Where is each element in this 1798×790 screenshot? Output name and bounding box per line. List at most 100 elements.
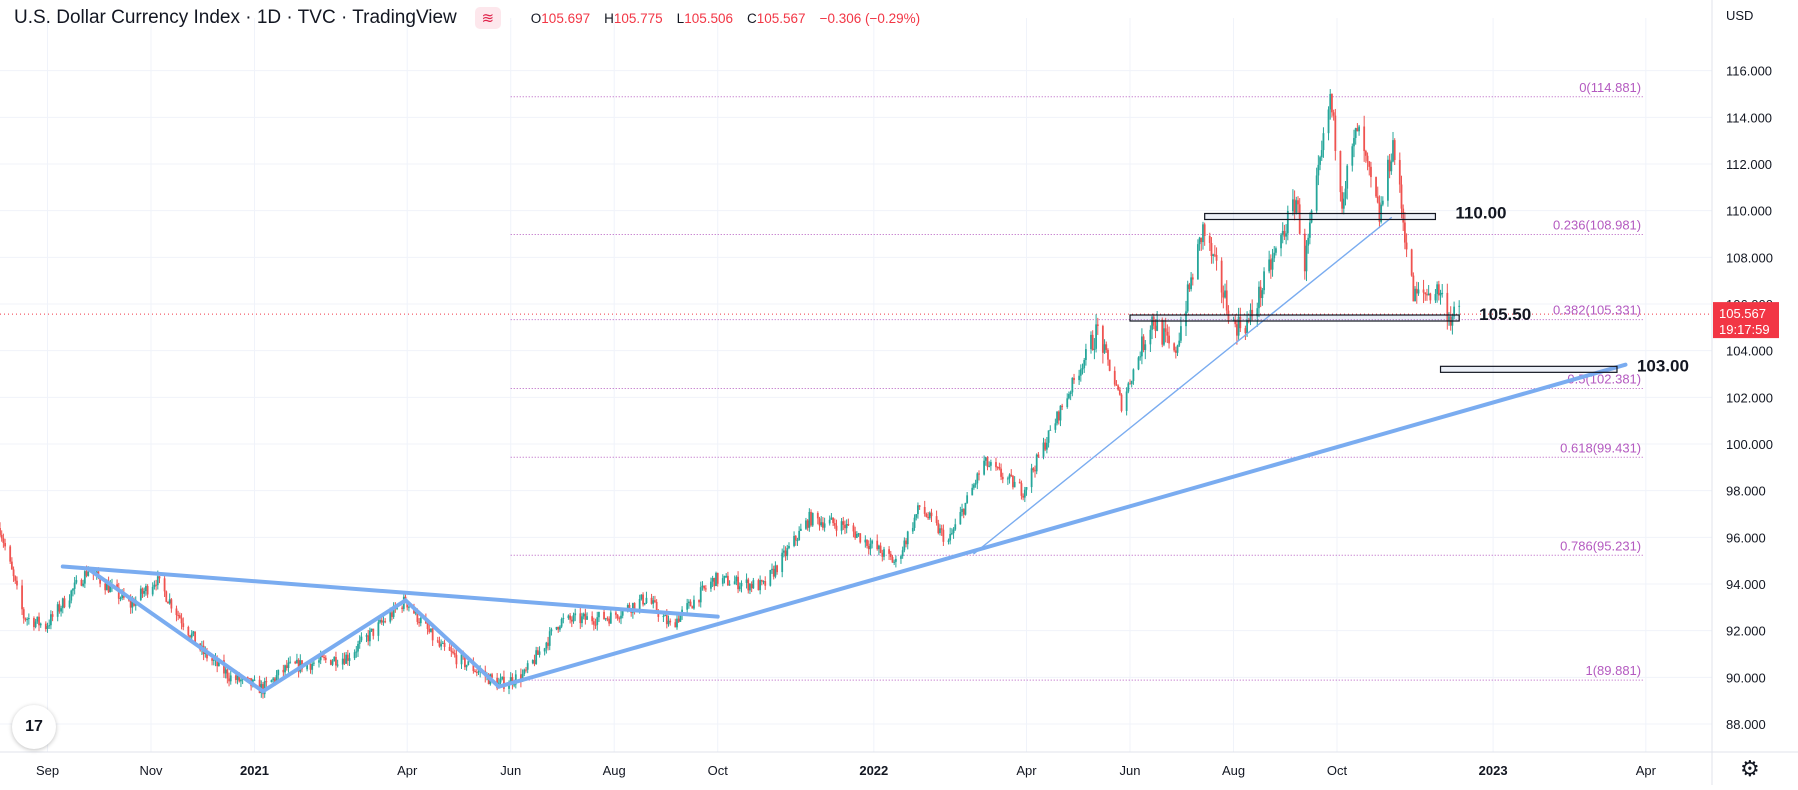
candle-body — [1376, 196, 1379, 203]
candle-body — [710, 581, 712, 589]
trendline[interactable] — [86, 566, 265, 694]
candle-body — [867, 545, 870, 550]
candle-body — [794, 535, 797, 541]
candle-body — [606, 618, 609, 620]
candle-body — [983, 460, 986, 475]
candle-body — [83, 571, 86, 584]
trendline[interactable] — [496, 362, 1628, 689]
candle-body — [192, 631, 195, 634]
ohlc-change: −0.306 (−0.29%) — [819, 10, 921, 26]
candle-body — [368, 630, 371, 642]
candle-body — [1381, 200, 1384, 205]
candle-body — [475, 671, 478, 673]
candle-body — [928, 512, 931, 519]
level-box[interactable] — [1129, 314, 1460, 322]
candle-body — [24, 618, 27, 620]
candle-body — [1363, 126, 1366, 152]
candle-body — [1010, 474, 1013, 476]
candle-body — [1208, 235, 1211, 243]
candle-body — [1341, 192, 1344, 209]
wave-icon[interactable]: ≋ — [474, 7, 501, 29]
candle-body — [1412, 275, 1415, 302]
candle-body — [401, 607, 404, 609]
candle-body — [82, 583, 85, 586]
candle-body — [1239, 316, 1242, 329]
candle-body — [70, 590, 73, 601]
gear-icon[interactable]: ⚙ — [1740, 756, 1760, 781]
candle-body — [1030, 468, 1033, 488]
candle-body — [1393, 140, 1396, 160]
candle-body — [131, 601, 134, 608]
candle-body — [1344, 188, 1347, 199]
level-box[interactable] — [1204, 212, 1437, 221]
candle-body — [559, 626, 561, 630]
candle-body — [833, 523, 836, 526]
candle-body — [1068, 394, 1070, 399]
candle-body — [1422, 289, 1425, 293]
candle-body — [116, 584, 118, 588]
candle-body — [365, 635, 368, 637]
candle-body — [226, 669, 229, 679]
candle-body — [1322, 133, 1325, 151]
candle-body — [1073, 377, 1075, 381]
candle-body — [323, 656, 325, 658]
candle-body — [878, 545, 880, 550]
candle-body — [248, 678, 251, 680]
candle-body — [1434, 294, 1437, 301]
candle-body — [27, 618, 30, 620]
trendline[interactable] — [403, 598, 501, 689]
last-price-countdown: 19:17:59 — [1719, 322, 1770, 337]
candle-body — [1390, 161, 1393, 172]
candle-body — [284, 665, 286, 673]
last-price-badge[interactable] — [1713, 302, 1779, 339]
candle-body — [608, 618, 611, 624]
candle-body — [603, 611, 605, 620]
candle-body — [628, 604, 631, 610]
candle-body — [1196, 244, 1199, 280]
candle-body — [535, 650, 538, 665]
candle-body — [523, 669, 526, 674]
trendline[interactable] — [973, 216, 1393, 555]
candle-body — [0, 528, 1, 535]
candle-body — [418, 621, 420, 624]
grid-layer — [0, 18, 1712, 752]
candle-body — [842, 521, 845, 525]
trendline[interactable] — [260, 598, 408, 694]
candle-body — [1149, 329, 1152, 345]
candle-body — [72, 588, 74, 591]
candle-body — [935, 516, 938, 523]
price-axis-tick: 116.000 — [1726, 64, 1772, 79]
candle-body — [1261, 290, 1264, 299]
candle-body — [950, 533, 953, 535]
level-boxes[interactable]: 110.00 105.50 103.00 — [1129, 204, 1689, 376]
candle-body — [1142, 336, 1145, 351]
candle-body — [165, 591, 168, 602]
candle-body — [355, 651, 358, 653]
fibonacci-retracement[interactable]: 0(114.881) 0.236(108.981) 0.382(105.331) 0.… — [510, 80, 1645, 681]
candle-body — [937, 522, 940, 534]
ohlc-high: H105.775 — [604, 10, 663, 26]
candle-body — [655, 601, 658, 612]
candle-body — [545, 642, 548, 649]
candle-body — [840, 521, 843, 531]
tradingview-logo[interactable]: 17 — [12, 705, 56, 749]
trendline[interactable] — [60, 564, 720, 619]
candle-body — [716, 572, 719, 584]
candle-body — [538, 651, 541, 655]
candle-body — [847, 524, 850, 526]
candle-body — [640, 594, 643, 600]
candle-body — [864, 539, 867, 543]
price-axis-tick: 104.000 — [1726, 344, 1773, 359]
candle-body — [211, 658, 213, 661]
candle-body — [333, 656, 336, 662]
candle-body — [1315, 175, 1318, 211]
level-box[interactable] — [1439, 365, 1618, 373]
trendlines[interactable] — [60, 216, 1628, 694]
candle-body — [879, 545, 882, 554]
candle-body — [229, 675, 232, 682]
candle-body — [296, 659, 298, 664]
candle-body — [1012, 475, 1014, 488]
